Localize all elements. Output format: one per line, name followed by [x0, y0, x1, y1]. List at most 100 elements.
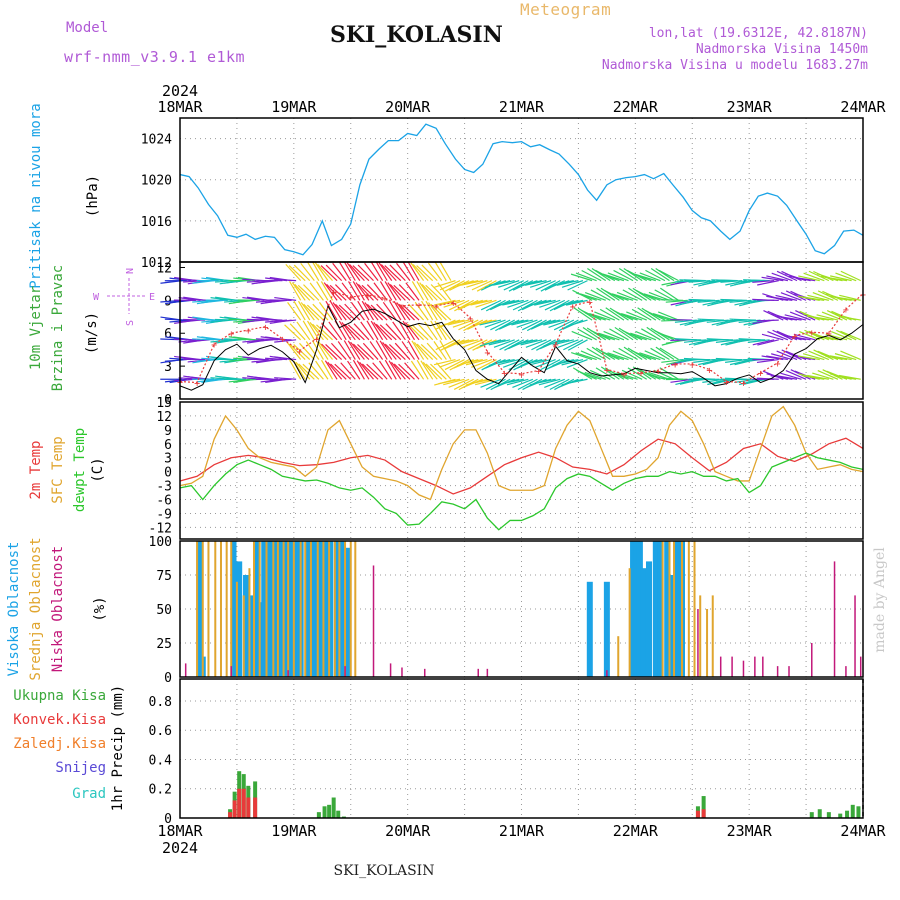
gust-marker: + [809, 328, 815, 339]
total-precip-bar [331, 797, 336, 818]
wind-barb [364, 302, 379, 321]
wind-barb [816, 314, 839, 321]
wind-barb [412, 264, 429, 282]
wind-barb [438, 378, 461, 385]
wind-barb [293, 300, 306, 321]
wind-barb [655, 346, 675, 361]
wind-barb [611, 293, 634, 301]
high-cloud-bar [261, 541, 268, 677]
mid-cloud-bar [272, 541, 275, 677]
mid-cloud-bar [699, 595, 702, 677]
high-cloud-bar [586, 581, 593, 677]
wind-barb [320, 281, 334, 301]
conv-precip-bar [241, 788, 246, 818]
precip-legend-label: Zaledj.Kisa [13, 736, 106, 752]
high-cloud-bar [253, 541, 260, 677]
wind-barb [595, 367, 616, 380]
wind-barb [830, 275, 852, 282]
gust-marker: + [843, 305, 849, 316]
wind-barb [349, 264, 365, 282]
wind-barb [456, 280, 479, 287]
mid-cloud-bar [711, 595, 714, 677]
y-tick-label: 1012 [141, 256, 172, 271]
wind-barb [330, 342, 347, 360]
wind-barb [405, 322, 420, 341]
wind-barb [799, 331, 820, 341]
wind-barb [688, 280, 711, 283]
wind-barb [375, 323, 393, 341]
high-cloud-bar [315, 541, 322, 677]
wind-barb [251, 339, 274, 343]
wind-barb [598, 332, 620, 341]
side-label: Visoka Oblacnost [6, 542, 22, 677]
total-precip-bar [809, 812, 814, 818]
wind-barb [567, 280, 588, 291]
wind-barb [770, 296, 793, 301]
high-cloud-bar [633, 541, 640, 677]
wind-barb [771, 272, 793, 282]
high-cloud-bar [640, 568, 647, 677]
mid-cloud-bar [668, 541, 671, 677]
wind-barb [520, 339, 543, 346]
wind-barb [580, 350, 602, 361]
wind-barb [622, 289, 643, 301]
wind-barb [413, 342, 429, 360]
wind-barb [645, 269, 666, 282]
x-tick-label-top: 21MAR [499, 98, 545, 116]
wind-barb [575, 352, 597, 361]
wind-barb [517, 299, 538, 312]
wind-barb [623, 267, 643, 282]
wind-barb [350, 301, 365, 321]
wind-barb [329, 300, 343, 321]
wind-barb [321, 323, 338, 341]
wind-barb [306, 304, 324, 321]
wind-barb [302, 320, 315, 341]
wind-barb [421, 300, 434, 321]
wind-barb [582, 326, 602, 341]
wind-barb [293, 344, 311, 360]
mid-cloud-bar [661, 541, 664, 677]
wind-barb [466, 280, 488, 288]
wind-barb [840, 270, 861, 282]
wind-barb [299, 342, 315, 360]
wind-barb [300, 302, 315, 321]
wind-barb [507, 299, 529, 308]
mid-cloud-bar [328, 541, 331, 677]
mid-cloud-bar [304, 541, 307, 677]
wind-barb [366, 303, 384, 321]
wind-barb [517, 378, 538, 391]
y-tick-label: 6 [164, 327, 172, 342]
wind-barb [389, 264, 406, 282]
low-cloud-bar [697, 609, 699, 677]
wind-barb [834, 296, 857, 301]
mid-cloud-bar [354, 541, 357, 677]
wind-barb [474, 319, 497, 326]
wind-barb [829, 355, 852, 361]
model-altitude-label: Nadmorska Visina u modelu 1683.27m [601, 58, 868, 73]
low-cloud-bar [423, 668, 426, 677]
gust-marker: + [706, 365, 712, 376]
wind-barb [631, 308, 652, 321]
wind-barb [538, 319, 561, 326]
x-tick-label-bottom: 23MAR [727, 822, 773, 840]
wind-barb [385, 323, 402, 341]
wind-barb [589, 369, 611, 380]
high-cloud-bar [286, 541, 293, 677]
footer-title: SKI_KOLASIN [334, 863, 435, 879]
wind-barb [665, 299, 688, 303]
wind-barb [756, 377, 779, 380]
wind-barb [352, 359, 365, 380]
wind-barb [435, 339, 456, 351]
wind-barb [534, 358, 556, 368]
y-tick-label: 75 [156, 569, 172, 584]
wind-barb [411, 340, 425, 360]
y-tick-label: 100 [149, 535, 172, 550]
total-precip-bar [322, 806, 327, 818]
high-cloud-bar [291, 541, 298, 677]
mid-cloud-bar [196, 541, 199, 677]
wind-barb [529, 299, 552, 306]
wind-barb [807, 294, 829, 301]
total-precip-bar [850, 804, 855, 818]
wind-barb [630, 272, 652, 282]
wind-barb [804, 329, 825, 341]
